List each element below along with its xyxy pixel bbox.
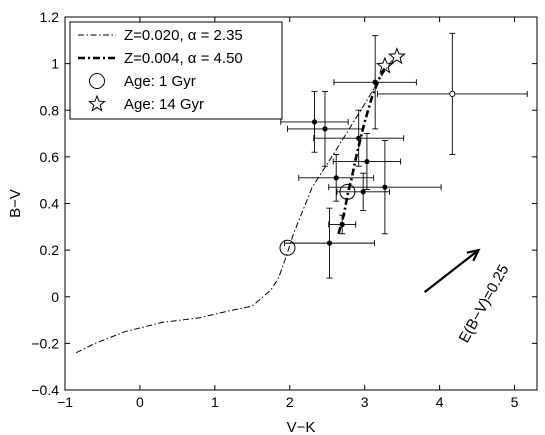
model-line-z0004 [337,65,387,235]
data-point [382,184,388,190]
legend-label: Age: 14 Gyr [124,96,204,113]
data-point [333,175,339,181]
reddening-label: E(B−V)=0.25 [456,262,513,346]
model-line-z0020 [75,56,396,354]
data-point [372,79,378,85]
y-tick-label: −0.4 [31,382,59,398]
legend-swatch-circle [89,73,105,89]
legend-label: Age: 1 Gyr [124,73,196,90]
data-point [360,189,366,195]
data-layer [75,32,528,354]
data-point-open [449,90,456,97]
axis-ticks: −1 0 1 2 3 4 5 −0.4 −0.2 0 0.2 0.4 0.6 0.8 1 1.2 [31,9,537,410]
data-point [322,126,328,132]
reddening-arrow-shaft [423,249,480,293]
y-tick-label: −0.2 [31,335,59,351]
legend-label: Z=0.020, α = 2.35 [124,27,243,44]
age-14gyr-marker [387,47,406,65]
age-1gyr-marker [279,239,296,256]
y-tick-label: 1.2 [40,9,60,25]
y-tick-label: 0 [51,289,59,305]
data-point [339,221,345,228]
x-tick-label: 4 [436,394,444,410]
x-tick-label: 0 [136,394,144,410]
y-tick-label: 0.2 [40,242,60,258]
legend-swatch-star [88,94,106,112]
x-tick-label: −1 [57,394,73,410]
age-14gyr-marker [375,56,394,74]
x-tick-label: 5 [511,394,519,410]
annotations: E(B−V)=0.25 [423,248,513,346]
x-tick-label: 3 [361,394,369,410]
x-axis-label: V−K [287,419,316,435]
y-tick-label: 0.4 [40,196,60,212]
x-tick-label: 1 [211,394,219,410]
y-tick-label: 0.6 [40,149,60,165]
reddening-arrow-head [466,248,481,262]
data-point [356,135,362,141]
legend-box [69,21,283,120]
data-point [326,240,333,246]
y-tick-label: 0.8 [40,102,60,118]
legend: Z=0.020, α = 2.35 Z=0.004, α = 4.50 Age: 1… [69,21,283,120]
y-tick-label: 1 [51,56,59,72]
data-point [311,119,318,125]
data-point [364,158,370,165]
legend-label: Z=0.004, α = 4.50 [124,50,243,67]
y-axis-label: B−V [7,189,24,218]
x-tick-label: 2 [286,394,294,410]
